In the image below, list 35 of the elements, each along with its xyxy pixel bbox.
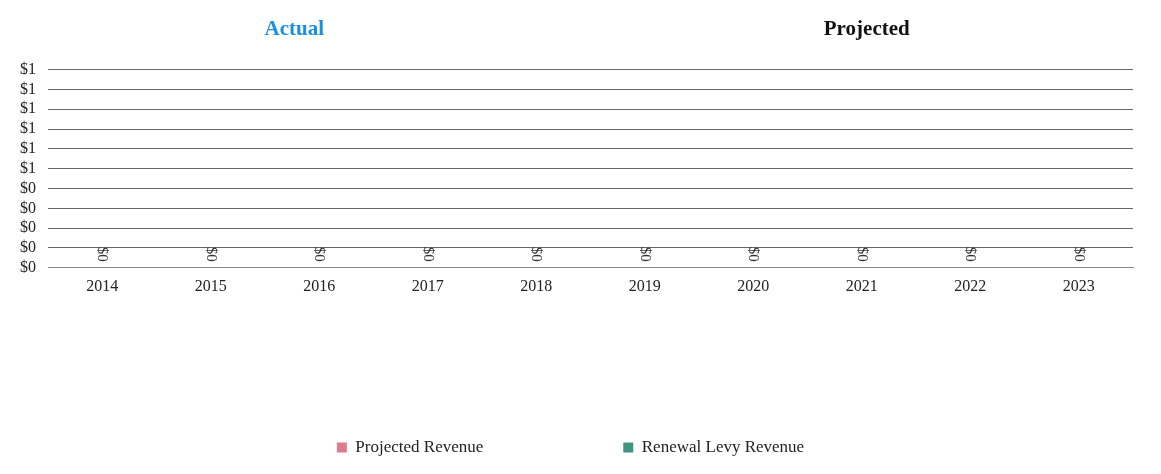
total-label: $0 <box>854 246 871 262</box>
total-label: $0 <box>529 246 546 262</box>
y-tick-label: $1 <box>20 79 36 97</box>
text: Projected <box>822 15 911 41</box>
x-tick-label: 2020 <box>737 276 770 294</box>
y-tick-label: $0 <box>20 218 36 236</box>
legend-label: Renewal Levy Revenue <box>641 436 805 456</box>
x-tick-label: 2022 <box>954 276 987 294</box>
total-label: $0 <box>95 246 112 262</box>
x-tick-label: 2014 <box>86 276 119 294</box>
x-tick-label: 2017 <box>411 276 444 294</box>
text: Actual <box>263 15 325 41</box>
y-tick-label: $1 <box>20 158 36 176</box>
y-tick-label: $1 <box>20 59 36 77</box>
y-tick-label: $0 <box>20 258 36 275</box>
total-label: $0 <box>420 246 437 262</box>
y-tick-label: $1 <box>20 119 36 137</box>
x-tick-label: 2019 <box>628 276 661 294</box>
total-label: $0 <box>637 246 654 262</box>
y-tick-label: $1 <box>20 99 36 117</box>
legend-label: Projected Revenue <box>355 436 484 456</box>
total-label: $0 <box>963 246 980 262</box>
x-tick-label: 2015 <box>194 276 227 294</box>
x-tick-label: 2016 <box>303 276 336 294</box>
y-tick-label: $1 <box>20 139 36 157</box>
y-tick-label: $0 <box>20 238 36 256</box>
total-label: $0 <box>746 246 763 262</box>
y-tick-label: $0 <box>20 198 36 216</box>
x-tick-label: 2018 <box>520 276 553 294</box>
y-tick-label: $0 <box>20 178 36 196</box>
total-label: $0 <box>312 246 329 262</box>
x-tick-label: 2021 <box>845 276 878 294</box>
total-label: $0 <box>1071 246 1088 262</box>
total-label: $0 <box>203 246 220 262</box>
x-tick-label: 2023 <box>1062 276 1095 294</box>
